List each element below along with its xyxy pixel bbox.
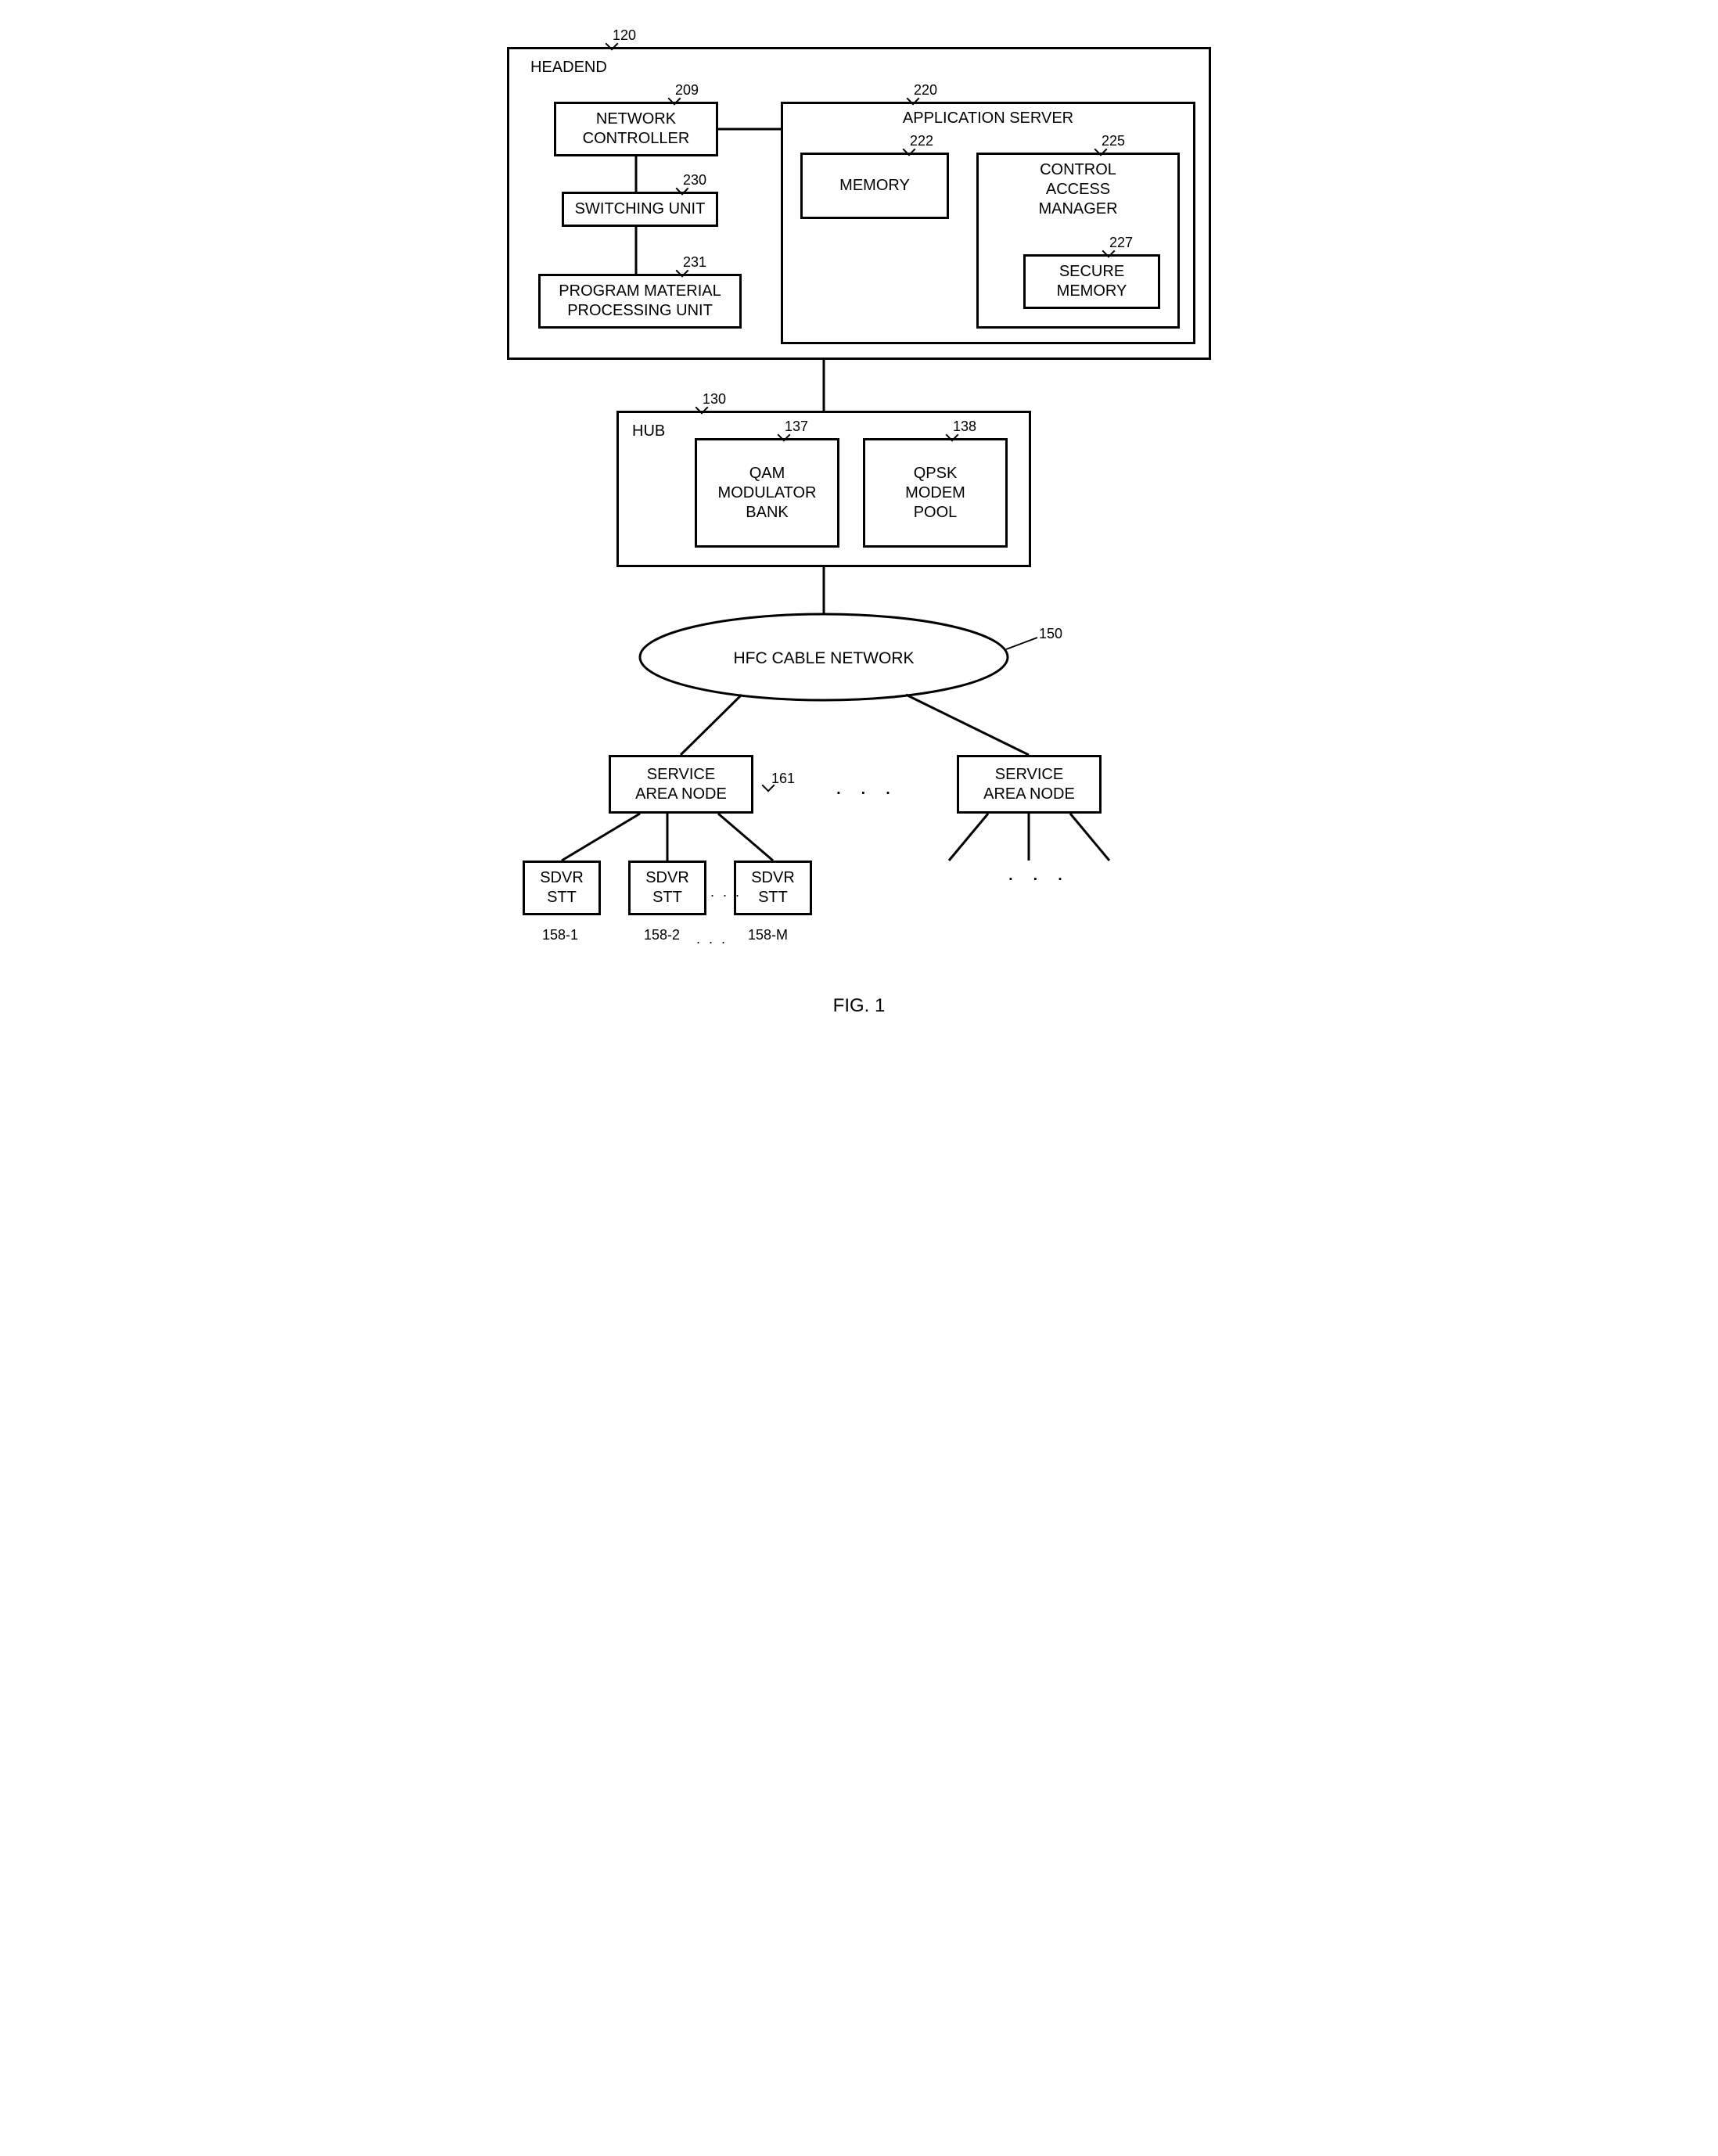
qpsk-box: QPSK MODEM POOL	[863, 438, 1008, 548]
cam-label: CONTROL ACCESS MANAGER	[976, 160, 1180, 219]
diagram-canvas: HEADEND 120 NETWORK CONTROLLER 209 SWITC…	[476, 31, 1242, 1017]
stt-ellipsis-top: . . .	[710, 884, 742, 900]
headend-label: HEADEND	[530, 59, 607, 77]
stt-1-ref: 158-1	[542, 927, 578, 943]
san-left-ref: 161	[771, 771, 795, 787]
stt-m-ref: 158-M	[748, 927, 788, 943]
pmpu-box: PROGRAM MATERIAL PROCESSING UNIT	[538, 274, 742, 329]
stt-1-box: SDVR STT	[523, 861, 601, 915]
san-right-box: SERVICE AREA NODE	[957, 755, 1102, 814]
san-ellipsis: . . .	[836, 774, 897, 800]
hfc-label: HFC CABLE NETWORK	[733, 649, 914, 667]
stt-2-ref: 158-2	[644, 927, 680, 943]
figure-caption: FIG. 1	[833, 995, 886, 1017]
app-server-label: APPLICATION SERVER	[851, 110, 1125, 128]
san-left-box: SERVICE AREA NODE	[609, 755, 753, 814]
san-right-ellipsis: . . .	[1008, 861, 1069, 886]
qam-box: QAM MODULATOR BANK	[695, 438, 839, 548]
secure-memory-box: SECURE MEMORY	[1023, 254, 1160, 309]
network-controller-box: NETWORK CONTROLLER	[554, 102, 718, 156]
hub-label: HUB	[632, 422, 665, 440]
memory-box: MEMORY	[800, 153, 949, 219]
stt-ellipsis-bottom: . . .	[696, 931, 728, 947]
hfc-ref: 150	[1039, 626, 1062, 642]
switching-unit-box: SWITCHING UNIT	[562, 192, 718, 227]
stt-2-box: SDVR STT	[628, 861, 706, 915]
stt-m-box: SDVR STT	[734, 861, 812, 915]
